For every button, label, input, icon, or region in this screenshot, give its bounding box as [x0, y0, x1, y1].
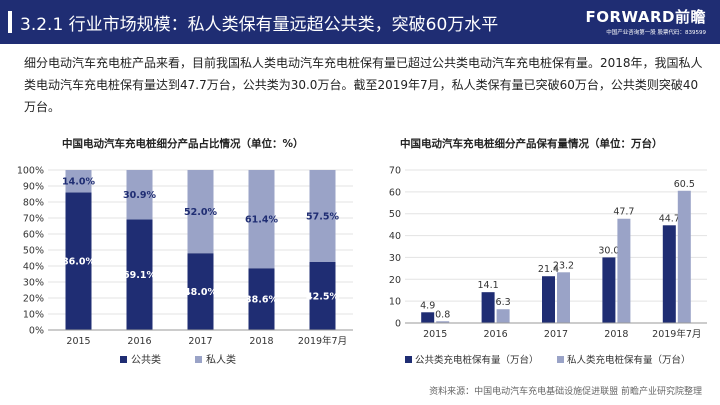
data-label: 86.0% — [62, 257, 95, 268]
data-label: 48.0% — [184, 287, 217, 298]
data-label: 0.8 — [435, 309, 450, 320]
data-label: 57.5% — [306, 212, 339, 223]
bar-private — [309, 170, 336, 262]
legend-swatch-public — [405, 356, 412, 363]
bar-private — [436, 321, 450, 323]
y-tick-label: 10% — [23, 310, 44, 321]
x-tick-label: 2016 — [484, 329, 508, 340]
y-tick-label: 20% — [23, 294, 44, 305]
logo-brand: FORWARD前瞻 — [585, 8, 706, 26]
data-label: 42.5% — [306, 292, 339, 303]
legend-swatch-private — [195, 356, 202, 363]
bar-private — [187, 170, 214, 254]
data-label: 61.4% — [245, 215, 278, 226]
header-banner: 3.2.1 行业市场规模：私人类保有量远超公共类，突破60万水平 FORWARD… — [0, 0, 720, 44]
y-tick-label: 80% — [23, 198, 44, 209]
bar-public — [481, 292, 495, 323]
bar-public — [187, 253, 214, 330]
y-tick-label: 40% — [23, 262, 44, 273]
x-tick-label: 2016 — [127, 336, 151, 347]
y-tick-label: 30% — [23, 278, 44, 289]
bar-public — [421, 312, 435, 323]
data-label: 14.0% — [62, 177, 95, 188]
y-tick-label: 50% — [23, 246, 44, 257]
intro-paragraph: 细分电动汽车充电桩产品来看，目前我国私人类电动汽车充电桩保有量已超过公共类电动汽… — [24, 56, 703, 114]
x-tick-label: 2017 — [544, 329, 568, 340]
bar-public — [602, 257, 616, 323]
legend-label-private: 私人类 — [206, 353, 236, 366]
legend-swatch-public — [120, 356, 127, 363]
brand-logo: FORWARD前瞻 中国产业咨询第一股 股票代码：839599 — [585, 6, 706, 36]
bar-private — [496, 309, 510, 323]
bar-private — [557, 272, 570, 323]
y-tick-label: 100% — [17, 166, 44, 177]
y-tick-label: 30 — [389, 253, 401, 264]
bar-private — [65, 170, 92, 193]
data-label: 6.3 — [496, 297, 511, 308]
data-label: 21.4 — [538, 264, 559, 275]
y-tick-label: 20 — [389, 275, 401, 286]
logo-subtitle: 中国产业咨询第一股 股票代码：839599 — [606, 30, 706, 36]
x-tick-label: 2018 — [604, 329, 628, 340]
bar-public — [542, 276, 555, 323]
y-tick-label: 70% — [23, 214, 44, 225]
y-tick-label: 70 — [389, 166, 401, 177]
legend-label-public: 公共类充电桩保有量（万台） — [415, 354, 539, 366]
data-label: 38.6% — [245, 295, 278, 306]
legend-label-public: 公共类 — [131, 353, 161, 366]
x-tick-label: 2015 — [423, 329, 447, 340]
bar-private — [617, 218, 631, 323]
y-tick-label: 0% — [29, 326, 44, 337]
data-label: 47.7 — [613, 207, 634, 218]
data-label: 30.9% — [123, 190, 156, 201]
data-label: 14.1 — [478, 280, 499, 291]
bar-private — [126, 170, 153, 220]
bar-private — [248, 170, 275, 269]
title-accent-bar — [8, 11, 12, 33]
data-label: 4.9 — [420, 300, 435, 311]
bar-public — [65, 192, 92, 330]
x-tick-label: 2019年7月 — [298, 335, 347, 347]
data-label: 30.0 — [598, 245, 619, 256]
data-label: 23.2 — [553, 260, 574, 271]
y-tick-label: 40 — [389, 231, 401, 242]
data-label: 52.0% — [184, 207, 217, 218]
chart2-grouped-bar: 0 10 20 30 40 50 60 70 4.90.8 2015 14.1 6.3 2016 21.4… — [389, 166, 707, 366]
y-tick-label: 90% — [23, 182, 44, 193]
page-title: 3.2.1 行业市场规模：私人类保有量远超公共类，突破60万水平 — [20, 15, 499, 35]
data-label: 44.7 — [659, 213, 680, 224]
chart1-stacked-bar: 0% 10% 20% 30% 40% 50% 60% 70% 80% 90% 100% 86.0% 14… — [17, 166, 353, 366]
bar-public — [248, 268, 275, 330]
source-note: 资料来源：中国电动汽车充电基础设施促进联盟 前瞻产业研究院整理 — [429, 387, 702, 397]
x-tick-label: 2019年7月 — [652, 328, 701, 340]
x-tick-label: 2018 — [249, 336, 273, 347]
chart2-title: 中国电动汽车充电桩细分产品保有量情况（单位：万台） — [400, 138, 663, 150]
bar-public — [309, 262, 336, 330]
legend-swatch-private — [557, 356, 564, 363]
y-tick-label: 60 — [389, 187, 401, 198]
y-tick-label: 10 — [389, 297, 401, 308]
chart1-title: 中国电动汽车充电桩细分产品占比情况（单位：%） — [62, 138, 304, 150]
bar-public — [126, 219, 153, 330]
y-tick-label: 0 — [395, 319, 401, 330]
data-label: 60.5 — [674, 179, 695, 190]
bar-public — [662, 225, 676, 323]
y-tick-label: 60% — [23, 230, 44, 241]
y-tick-label: 50 — [389, 209, 401, 220]
x-tick-label: 2017 — [188, 336, 212, 347]
x-tick-label: 2015 — [66, 336, 90, 347]
bar-private — [677, 190, 691, 323]
data-label: 69.1% — [123, 270, 156, 281]
legend-label-private: 私人类充电桩保有量（万台） — [567, 354, 691, 366]
